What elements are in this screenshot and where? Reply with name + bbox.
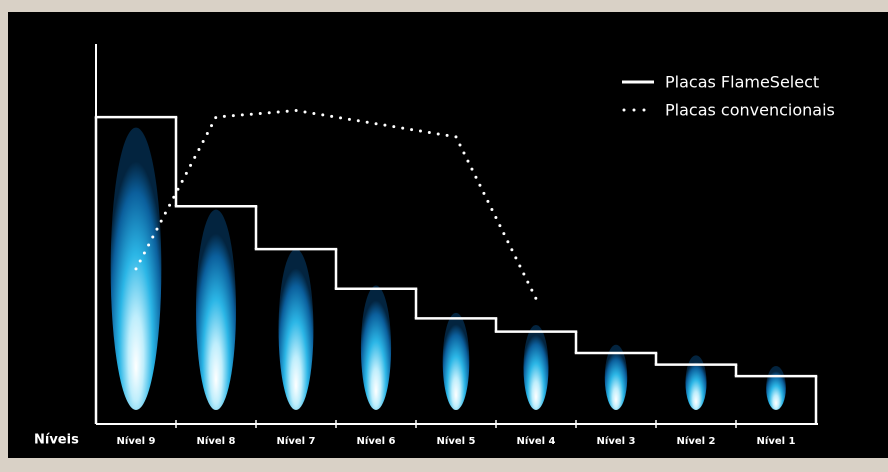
flame bbox=[766, 365, 786, 411]
legend-label: Placas FlameSelect bbox=[665, 73, 819, 92]
x-tick-label: Nível 6 bbox=[357, 435, 396, 447]
flame bbox=[442, 312, 470, 411]
x-tick-label: Nível 9 bbox=[117, 435, 156, 447]
x-tick-label: Nível 1 bbox=[757, 435, 796, 447]
flame bbox=[195, 209, 237, 410]
x-tick-label: Nível 2 bbox=[677, 435, 716, 447]
flame bbox=[360, 285, 392, 410]
x-axis-label: Níveis bbox=[34, 433, 79, 448]
flame bbox=[278, 249, 314, 410]
x-tick-label: Nível 5 bbox=[437, 435, 476, 447]
flame bbox=[685, 355, 707, 410]
x-tick-label: Nível 3 bbox=[597, 435, 636, 447]
x-tick-label: Nível 4 bbox=[517, 435, 556, 447]
x-tick-label: Nível 8 bbox=[197, 435, 236, 447]
legend-label: Placas convencionais bbox=[665, 101, 835, 120]
x-tick-label: Nível 7 bbox=[277, 435, 316, 447]
flame bbox=[523, 324, 549, 410]
flame bbox=[604, 344, 628, 410]
dotted-line bbox=[134, 108, 538, 301]
